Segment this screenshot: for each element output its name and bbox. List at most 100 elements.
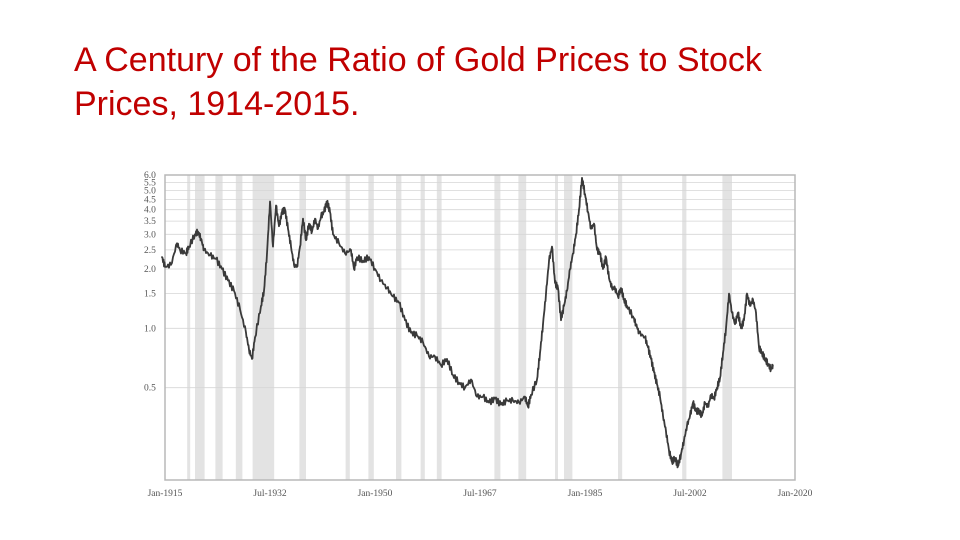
data-point bbox=[398, 302, 400, 304]
data-point bbox=[710, 394, 712, 396]
data-point bbox=[638, 332, 640, 334]
data-point bbox=[542, 323, 544, 325]
x-tick-label-Jul-1967: Jul-1967 bbox=[463, 489, 497, 499]
data-point bbox=[668, 449, 670, 452]
data-point bbox=[275, 204, 277, 207]
data-point bbox=[608, 277, 610, 279]
data-point bbox=[263, 290, 265, 292]
data-point bbox=[392, 295, 394, 298]
data-point bbox=[584, 193, 586, 195]
data-point bbox=[671, 461, 673, 463]
data-point bbox=[221, 268, 223, 270]
data-point bbox=[524, 396, 526, 398]
recession-band-18 bbox=[722, 175, 732, 480]
data-point bbox=[464, 387, 466, 389]
data-point bbox=[227, 279, 229, 282]
data-point bbox=[278, 225, 280, 227]
x-tick-label-Jul-2002: Jul-2002 bbox=[673, 489, 707, 499]
data-point bbox=[215, 258, 217, 260]
data-point bbox=[551, 246, 553, 248]
y-tick-label-5.0: 5.0 bbox=[144, 187, 156, 197]
data-point bbox=[203, 249, 205, 251]
data-point bbox=[362, 260, 364, 262]
data-point bbox=[188, 246, 190, 248]
y-tick-label-4.0: 4.0 bbox=[144, 206, 156, 216]
data-point bbox=[428, 355, 430, 358]
data-point bbox=[305, 239, 307, 241]
data-point bbox=[500, 404, 502, 406]
recession-band-9 bbox=[396, 175, 402, 480]
data-point bbox=[422, 341, 424, 343]
data-point bbox=[488, 402, 490, 404]
data-point bbox=[683, 439, 685, 441]
data-point bbox=[269, 200, 271, 203]
data-point bbox=[557, 287, 559, 289]
data-point bbox=[296, 266, 298, 268]
data-point bbox=[254, 336, 256, 338]
data-point bbox=[698, 410, 700, 412]
y-tick-label-6.0: 6.0 bbox=[144, 171, 156, 181]
data-point bbox=[164, 266, 166, 268]
data-point bbox=[284, 209, 286, 211]
data-point bbox=[632, 315, 634, 317]
data-point bbox=[251, 358, 253, 360]
data-point bbox=[518, 402, 520, 404]
recession-band-15 bbox=[564, 175, 573, 480]
data-point bbox=[689, 415, 691, 417]
data-point bbox=[593, 223, 595, 225]
data-point bbox=[707, 406, 709, 408]
data-point bbox=[704, 402, 706, 404]
data-point bbox=[770, 368, 772, 370]
data-point bbox=[209, 254, 211, 256]
data-point bbox=[353, 268, 355, 270]
data-point bbox=[734, 323, 736, 325]
data-point bbox=[458, 382, 460, 384]
data-point bbox=[772, 364, 774, 366]
data-point bbox=[644, 336, 646, 338]
data-point bbox=[482, 396, 484, 398]
data-point bbox=[578, 209, 580, 211]
data-point bbox=[659, 396, 661, 398]
data-point bbox=[320, 215, 322, 217]
data-point bbox=[758, 346, 760, 348]
recession-band-1 bbox=[187, 175, 191, 480]
data-point bbox=[245, 332, 247, 334]
data-point bbox=[326, 200, 328, 203]
data-point bbox=[266, 252, 268, 254]
data-point bbox=[368, 256, 370, 258]
data-point bbox=[233, 290, 235, 292]
recession-band-2 bbox=[195, 175, 205, 480]
data-point bbox=[581, 177, 583, 179]
data-point bbox=[506, 400, 508, 402]
data-point bbox=[350, 249, 352, 251]
data-point bbox=[299, 246, 301, 248]
data-point bbox=[563, 305, 565, 307]
data-point bbox=[590, 228, 592, 230]
data-point bbox=[623, 299, 625, 301]
slide-title-line-1: A Century of the Ratio of Gold Prices to… bbox=[74, 41, 762, 79]
recession-band-17 bbox=[682, 175, 687, 480]
data-point bbox=[185, 252, 187, 254]
data-point bbox=[290, 246, 292, 248]
data-point bbox=[737, 312, 739, 314]
data-point bbox=[434, 355, 436, 358]
data-point bbox=[596, 249, 598, 251]
recession-band-14 bbox=[555, 175, 558, 480]
data-point bbox=[647, 346, 649, 348]
recession-band-3 bbox=[215, 175, 223, 480]
x-tick-label-Jan-1985: Jan-1985 bbox=[568, 489, 603, 499]
x-tick-label-Jan-2020: Jan-2020 bbox=[778, 489, 813, 499]
x-tick-label-Jan-1950: Jan-1950 bbox=[358, 489, 393, 499]
data-point bbox=[764, 358, 766, 360]
data-point bbox=[281, 211, 283, 213]
data-point bbox=[380, 279, 382, 282]
data-point bbox=[761, 352, 763, 354]
series-line-group bbox=[161, 177, 774, 469]
data-point bbox=[272, 246, 274, 248]
data-point bbox=[530, 394, 532, 396]
data-point bbox=[527, 406, 529, 408]
recession-band-10 bbox=[420, 175, 425, 480]
y-tick-label-3.0: 3.0 bbox=[144, 230, 156, 240]
data-point bbox=[302, 218, 304, 220]
data-point bbox=[260, 305, 262, 307]
